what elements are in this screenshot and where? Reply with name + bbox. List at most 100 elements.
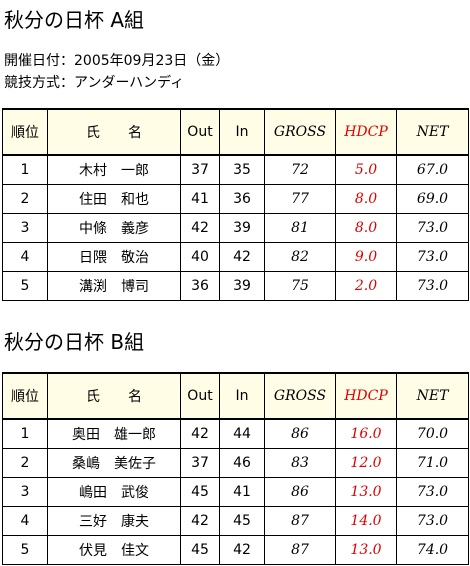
cell: 日隈 敬治 — [47, 242, 181, 272]
header-row: 順位氏 名 Out In GROSS HDCP NET — [2, 372, 469, 420]
cell: 73.0 — [396, 213, 469, 243]
cell: 桑嶋 美佐子 — [47, 448, 181, 478]
cell: 74.0 — [396, 535, 469, 565]
header-cell: HDCP — [335, 372, 397, 420]
cell: 67.0 — [396, 154, 469, 185]
cell: 3 — [2, 213, 48, 243]
cell: 5.0 — [335, 154, 397, 185]
info-line: 競技方式：アンダーハンディ — [4, 75, 185, 91]
cell: 2.0 — [335, 271, 397, 301]
cell: 39 — [219, 271, 265, 301]
header-cell: 氏 名 — [47, 372, 181, 420]
cell: 木村 一郎 — [47, 154, 181, 185]
cell: 73.0 — [396, 271, 469, 301]
header-cell: 順位 — [2, 372, 48, 420]
cell: 39 — [219, 213, 265, 243]
cell: 1 — [2, 418, 48, 449]
data-row: 1 木村 一郎 37 35 72 5.0 67.0 — [2, 154, 469, 185]
data-row: 2 桑嶋 美佐子 37 46 83 12.0 71.0 — [2, 448, 469, 478]
cell: 42 — [180, 506, 220, 536]
cell: 69.0 — [396, 184, 469, 214]
cell: 44 — [219, 418, 265, 449]
score-table: 順位氏 名 Out In GROSS HDCP NET 1 木村 一郎 37 35 72 5.0 67.… — [2, 108, 469, 301]
data-row: 5 溝渕 博司 36 39 75 2.0 73.0 — [2, 271, 469, 301]
cell: 37 — [180, 448, 220, 478]
cell: 溝渕 博司 — [47, 271, 181, 301]
cell: 嶋田 武俊 — [47, 477, 181, 507]
cell: 46 — [219, 448, 265, 478]
data-row: 3 嶋田 武俊 45 41 86 13.0 73.0 — [2, 477, 469, 507]
cell: 45 — [180, 535, 220, 565]
cell: 77 — [264, 184, 336, 214]
header-cell: GROSS — [264, 372, 336, 420]
cell: 42 — [180, 213, 220, 243]
cell: 2 — [2, 448, 48, 478]
cell: 87 — [264, 506, 336, 536]
data-row: 3 中條 義彦 42 39 81 8.0 73.0 — [2, 213, 469, 243]
data-row: 5 伏見 佳文 45 42 87 13.0 74.0 — [2, 535, 469, 565]
cell: 71.0 — [396, 448, 469, 478]
cell: 1 — [2, 154, 48, 185]
cell: 73.0 — [396, 506, 469, 536]
cell: 73.0 — [396, 477, 469, 507]
cell: 42 — [219, 535, 265, 565]
cell: 73.0 — [396, 242, 469, 272]
cell: 40 — [180, 242, 220, 272]
cell: 86 — [264, 418, 336, 449]
cell: 37 — [180, 154, 220, 185]
info-line: 開催日付：2005年09月23日（金） — [4, 53, 230, 69]
cell: 8.0 — [335, 184, 397, 214]
cell: 87 — [264, 535, 336, 565]
cell: 36 — [180, 271, 220, 301]
cell: 45 — [219, 506, 265, 536]
cell: 5 — [2, 535, 48, 565]
cell: 70.0 — [396, 418, 469, 449]
data-row: 2 住田 和也 41 36 77 8.0 69.0 — [2, 184, 469, 214]
header-cell: 氏 名 — [47, 108, 181, 156]
header-cell: In — [219, 108, 265, 156]
cell: 41 — [219, 477, 265, 507]
header-cell: NET — [396, 372, 469, 420]
cell: 72 — [264, 154, 336, 185]
cell: 2 — [2, 184, 48, 214]
header-cell: 順位 — [2, 108, 48, 156]
cell: 住田 和也 — [47, 184, 181, 214]
data-row: 4 三好 康夫 42 45 87 14.0 73.0 — [2, 506, 469, 536]
cell: 8.0 — [335, 213, 397, 243]
cell: 伏見 佳文 — [47, 535, 181, 565]
cell: 4 — [2, 242, 48, 272]
cell: 3 — [2, 477, 48, 507]
score-table: 順位氏 名 Out In GROSS HDCP NET 1 奥田 雄一郎 42 44 86 16.0 7… — [2, 372, 469, 565]
cell: 45 — [180, 477, 220, 507]
cell: 中條 義彦 — [47, 213, 181, 243]
cell: 12.0 — [335, 448, 397, 478]
cell: 42 — [180, 418, 220, 449]
cell: 三好 康夫 — [47, 506, 181, 536]
cell: 14.0 — [335, 506, 397, 536]
cell: 5 — [2, 271, 48, 301]
cell: 13.0 — [335, 535, 397, 565]
section-title: 秋分の日杯 A組 — [4, 8, 145, 32]
cell: 13.0 — [335, 477, 397, 507]
header-cell: Out — [180, 108, 220, 156]
cell: 41 — [180, 184, 220, 214]
cell: 16.0 — [335, 418, 397, 449]
data-row: 4 日隈 敬治 40 42 82 9.0 73.0 — [2, 242, 469, 272]
cell: 42 — [219, 242, 265, 272]
cell: 4 — [2, 506, 48, 536]
header-cell: GROSS — [264, 108, 336, 156]
cell: 82 — [264, 242, 336, 272]
header-cell: NET — [396, 108, 469, 156]
header-cell: In — [219, 372, 265, 420]
cell: 86 — [264, 477, 336, 507]
cell: 75 — [264, 271, 336, 301]
cell: 9.0 — [335, 242, 397, 272]
cell: 奥田 雄一郎 — [47, 418, 181, 449]
cell: 83 — [264, 448, 336, 478]
cell: 36 — [219, 184, 265, 214]
cell: 35 — [219, 154, 265, 185]
header-cell: Out — [180, 372, 220, 420]
cell: 81 — [264, 213, 336, 243]
header-cell: HDCP — [335, 108, 397, 156]
